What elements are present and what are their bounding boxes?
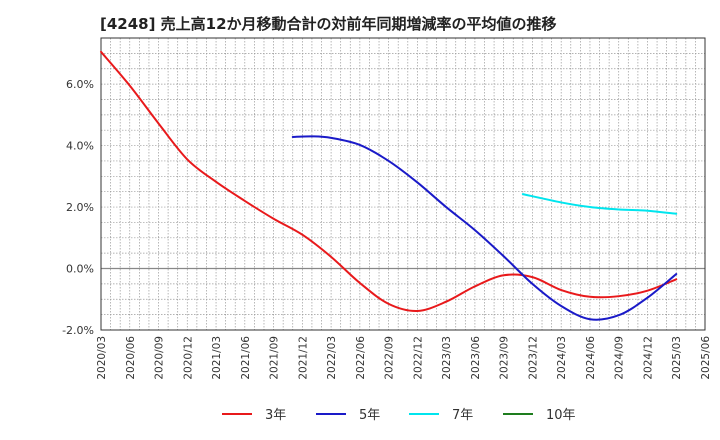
legend-label-1: 5年: [359, 408, 380, 423]
y-tick-label: 4.0%: [66, 140, 94, 153]
x-tick-label: 2024/03: [556, 336, 568, 380]
x-tick-label: 2021/03: [211, 336, 223, 380]
x-tick-label: 2022/03: [326, 336, 338, 380]
series-line-0: [100, 50, 678, 312]
series-lines: [100, 50, 678, 321]
series-line-2: [521, 193, 678, 215]
tick-labels: 6.0% 4.0% 2.0% 0.0% -2.0%2020/03 2020/06 2020/…: [62, 78, 712, 380]
x-tick-label: 2020/06: [125, 336, 137, 380]
y-tick-label: 0.0%: [66, 263, 94, 276]
x-tick-label: 2023/06: [470, 336, 482, 380]
x-tick-label: 2020/12: [182, 336, 194, 380]
y-tick-label: -2.0%: [62, 324, 94, 337]
x-tick-label: 2022/09: [384, 336, 396, 380]
x-tick-label: 2022/12: [412, 336, 424, 380]
x-tick-label: 2020/09: [154, 336, 166, 380]
x-tick-label: 2020/03: [96, 336, 108, 380]
x-tick-label: 2024/12: [642, 336, 654, 380]
chart-title: [4248] 売上高12か月移動合計の対前年同期増減率の平均値の推移: [100, 15, 557, 33]
legend-label-2: 7年: [452, 408, 473, 423]
x-tick-label: 2021/12: [297, 336, 309, 380]
legend: 3年 5年 7年 10年: [222, 408, 576, 423]
plot-border: [100, 37, 706, 331]
x-tick-label: 2023/03: [441, 336, 453, 380]
x-tick-label: 2021/09: [269, 336, 281, 380]
axes: [100, 37, 706, 331]
x-tick-label: 2025/06: [700, 336, 712, 380]
x-tick-label: 2021/06: [240, 336, 252, 380]
legend-label-0: 3年: [265, 408, 286, 423]
x-tick-label: 2025/03: [671, 336, 683, 380]
grid-lines: [101, 38, 705, 330]
y-tick-label: 6.0%: [66, 78, 94, 91]
legend-label-3: 10年: [546, 408, 576, 423]
x-tick-label: 2023/09: [499, 336, 511, 380]
x-tick-label: 2024/06: [585, 336, 597, 380]
y-tick-label: 2.0%: [66, 201, 94, 214]
x-tick-label: 2022/06: [355, 336, 367, 380]
x-tick-label: 2023/12: [527, 336, 539, 380]
series-line-1: [291, 135, 678, 321]
x-tick-label: 2024/09: [614, 336, 626, 380]
